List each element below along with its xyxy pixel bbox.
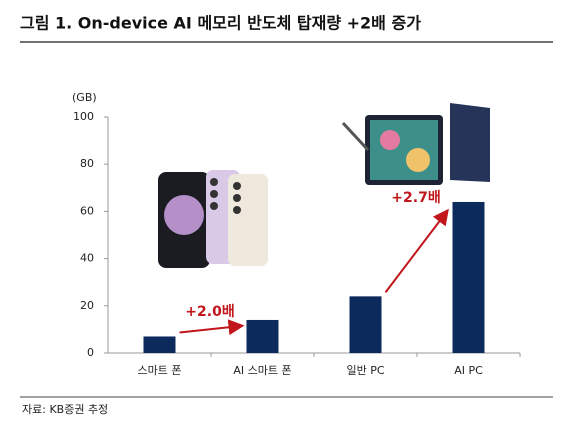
y-tick-label: 40 xyxy=(80,252,94,265)
y-tick-label: 0 xyxy=(87,346,94,359)
source: 자료: KB증권 추정 xyxy=(22,403,108,416)
bar xyxy=(452,201,485,353)
bar xyxy=(143,336,176,353)
y-unit: (GB) xyxy=(72,91,97,104)
phone-illustration xyxy=(158,170,268,268)
tablet-illustration xyxy=(341,103,490,185)
bar xyxy=(246,319,279,353)
x-tick-label: 일반 PC xyxy=(346,363,384,377)
annotation-arrow xyxy=(384,208,449,293)
y-tick-label: 20 xyxy=(80,299,94,312)
x-tick-label: AI PC xyxy=(454,364,483,377)
y-tick-label: 80 xyxy=(80,157,94,170)
x-tick-label: AI 스마트 폰 xyxy=(233,364,291,377)
annotation-arrow xyxy=(179,319,245,336)
annotation: +2.0배 xyxy=(185,304,234,320)
chart-title: 그림 1. On-device AI 메모리 반도체 탑재량 +2배 증가 xyxy=(20,14,421,33)
y-tick-label: 60 xyxy=(80,204,94,217)
annotation: +2.7배 xyxy=(391,190,440,206)
x-tick-label: 스마트 폰 xyxy=(138,364,182,377)
bar xyxy=(349,296,382,353)
y-tick-label: 100 xyxy=(73,110,94,123)
